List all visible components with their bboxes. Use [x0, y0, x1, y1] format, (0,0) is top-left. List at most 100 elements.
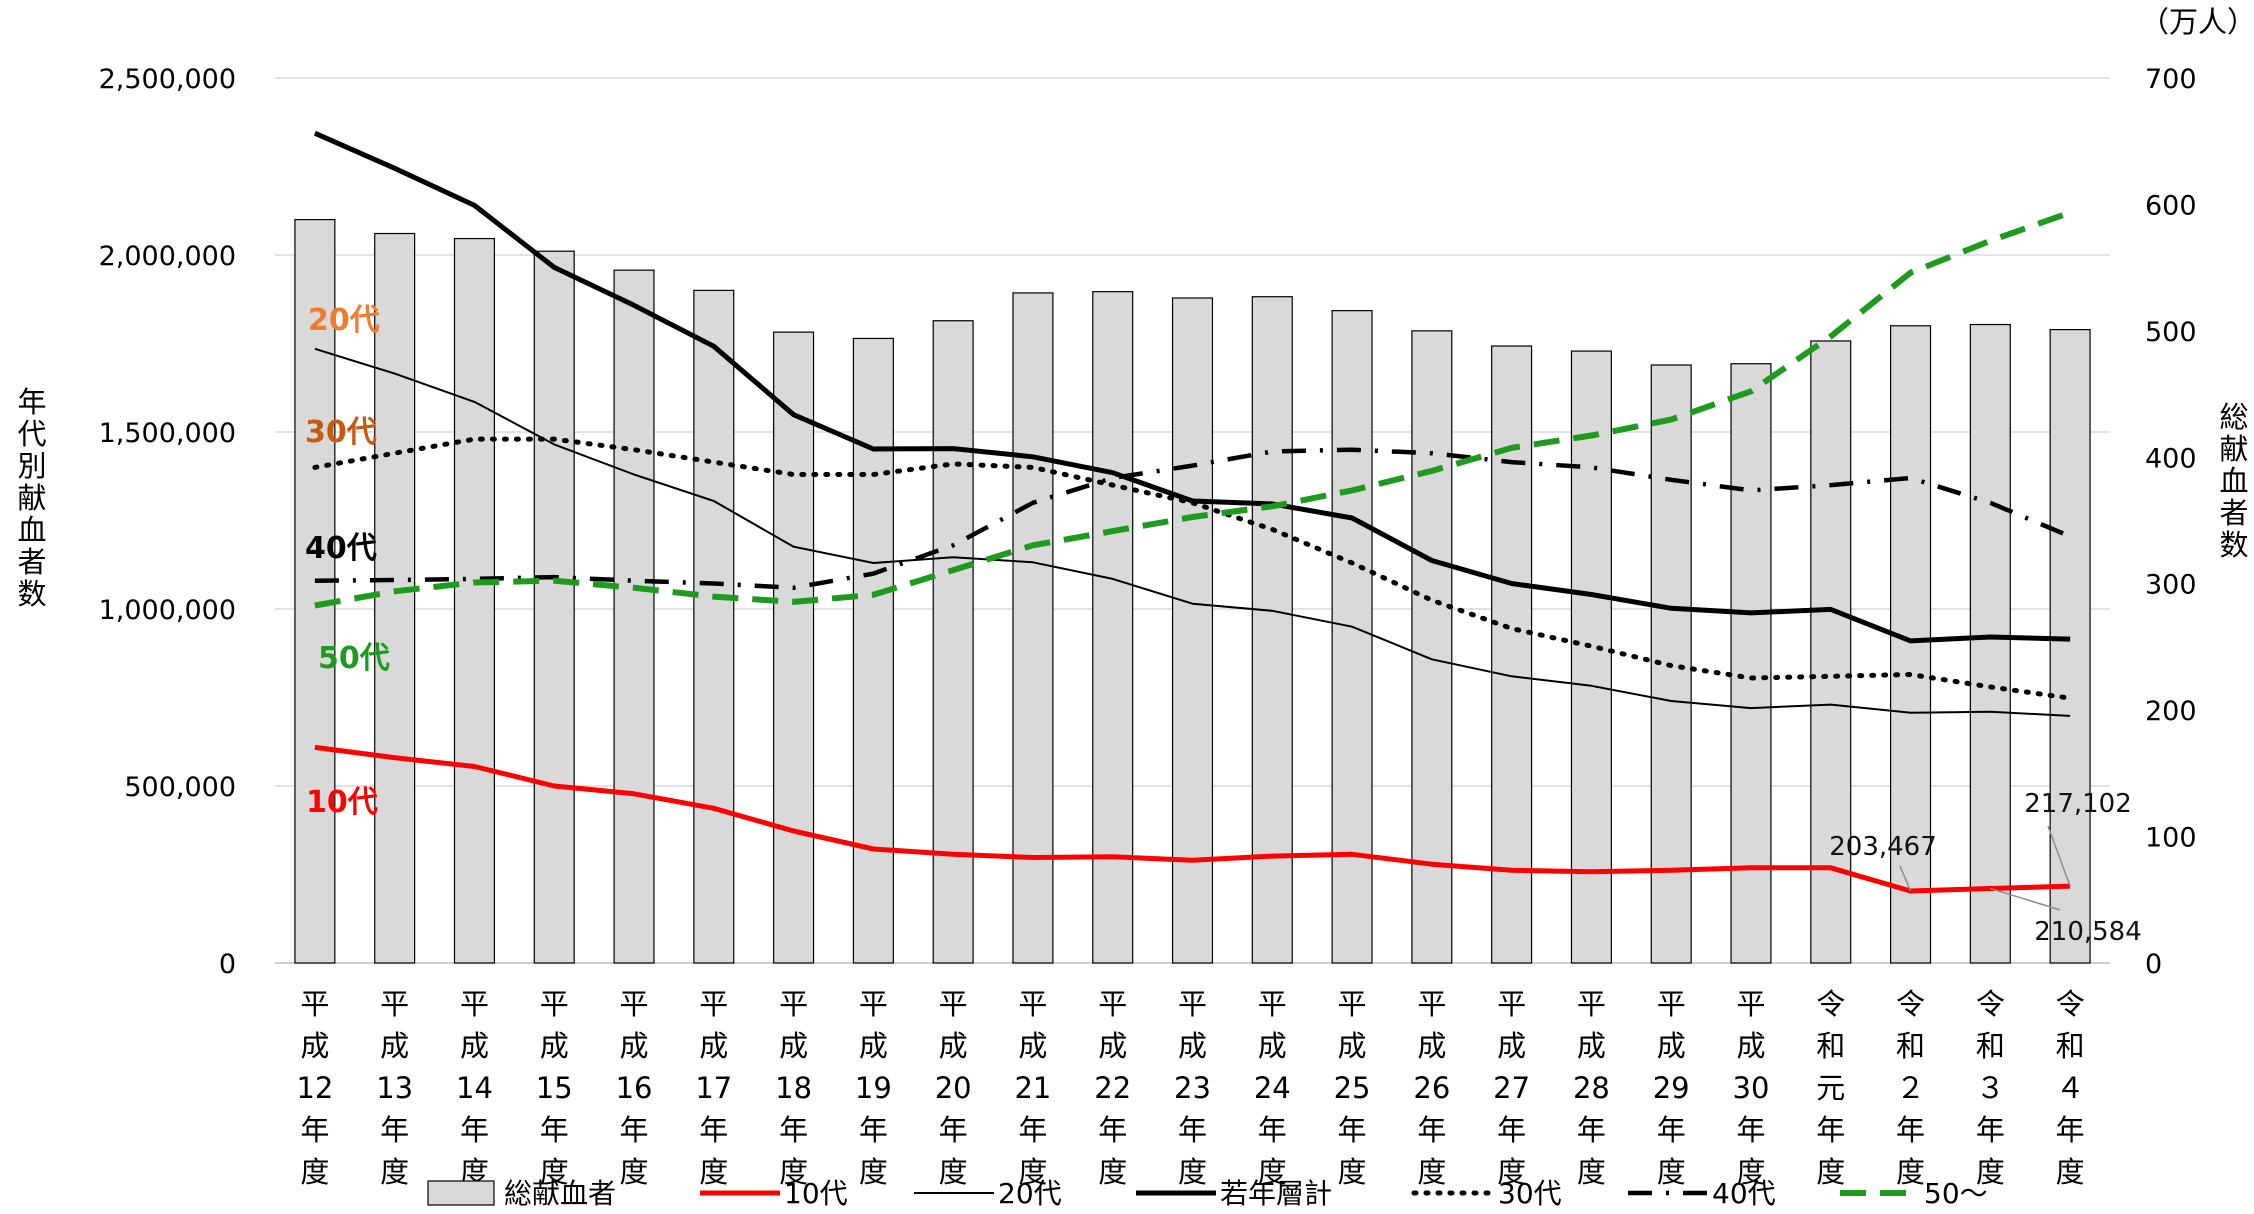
svg-text:40代: 40代	[1712, 1177, 1776, 1210]
line-10代	[314, 744, 2071, 894]
svg-text:年: 年	[460, 1113, 489, 1147]
right-tick-label: 100	[2145, 823, 2197, 854]
svg-text:年: 年	[1417, 1113, 1446, 1147]
svg-text:度: 度	[939, 1155, 968, 1189]
leader-line	[1899, 865, 1912, 892]
x-category-label: 令和 ２ 年度	[1896, 987, 1925, 1189]
svg-text:年: 年	[1338, 1113, 1367, 1147]
bar-total-donors	[294, 219, 336, 964]
svg-text:令: 令	[2056, 987, 2085, 1021]
svg-text:度: 度	[779, 1155, 808, 1189]
line-40代	[314, 447, 2071, 591]
svg-text:年: 年	[620, 1113, 649, 1147]
x-category-label: 平成 25 年度	[1334, 987, 1371, 1189]
svg-text:３: ３	[1976, 1071, 2005, 1105]
svg-text:和: 和	[2056, 1029, 2085, 1063]
legend-item: 総献血者	[427, 1177, 616, 1210]
legend-item: 40代	[1628, 1177, 1776, 1210]
x-category-label: 平成 24 年度	[1254, 987, 1291, 1189]
x-category-label: 平成 16 年度	[616, 987, 653, 1189]
svg-text:別: 別	[17, 449, 46, 483]
svg-text:平: 平	[1736, 987, 1765, 1021]
svg-text:度: 度	[620, 1155, 649, 1189]
svg-text:令: 令	[1896, 987, 1925, 1021]
svg-text:和: 和	[1816, 1029, 1845, 1063]
svg-text:18: 18	[775, 1071, 812, 1105]
svg-text:平: 平	[1098, 987, 1127, 1021]
svg-text:10代: 10代	[784, 1177, 848, 1210]
annotation-20代: 20代	[308, 303, 380, 338]
svg-text:年: 年	[1098, 1113, 1127, 1147]
svg-text:27: 27	[1493, 1071, 1530, 1105]
leader-line	[2047, 825, 2071, 887]
legend-item: 50～	[1840, 1177, 1988, 1210]
svg-text:30: 30	[1733, 1071, 1770, 1105]
svg-text:22: 22	[1094, 1071, 1131, 1105]
svg-text:度: 度	[1896, 1155, 1925, 1189]
svg-text:平: 平	[699, 987, 728, 1021]
svg-text:数: 数	[17, 577, 46, 611]
bar-series-total-donors	[294, 219, 2091, 964]
leader-line	[1990, 887, 2061, 911]
svg-text:度: 度	[2056, 1155, 2085, 1189]
svg-text:数: 数	[2219, 528, 2248, 562]
x-category-label: 平成 28 年度	[1573, 987, 1610, 1189]
svg-text:年: 年	[1657, 1113, 1686, 1147]
svg-text:献: 献	[2219, 432, 2248, 466]
svg-text:度: 度	[1178, 1155, 1207, 1189]
svg-text:年: 年	[17, 385, 46, 419]
x-category-label: 令和 ３ 年度	[1976, 987, 2005, 1189]
bar-total-donors	[374, 232, 416, 964]
annotation-50代: 50代	[318, 641, 390, 676]
bar-total-donors	[1092, 291, 1134, 964]
svg-text:平: 平	[1657, 987, 1686, 1021]
svg-text:元: 元	[1816, 1071, 1845, 1105]
x-category-label: 平成 27 年度	[1493, 987, 1530, 1189]
svg-text:度: 度	[1018, 1155, 1047, 1189]
svg-text:度: 度	[380, 1155, 409, 1189]
svg-text:度: 度	[540, 1155, 569, 1189]
svg-text:平: 平	[1338, 987, 1367, 1021]
svg-text:度: 度	[1736, 1155, 1765, 1189]
svg-text:度: 度	[1577, 1155, 1606, 1189]
x-category-label: 平成 12 年度	[296, 987, 333, 1189]
svg-text:年: 年	[779, 1113, 808, 1147]
svg-text:14: 14	[456, 1071, 493, 1105]
svg-text:年: 年	[1736, 1113, 1765, 1147]
right-tick-label: 300	[2145, 570, 2197, 601]
svg-text:度: 度	[1976, 1155, 2005, 1189]
x-category-label: 平成 26 年度	[1413, 987, 1450, 1189]
right-tick-label: 0	[2145, 949, 2162, 980]
svg-text:平: 平	[1178, 987, 1207, 1021]
bar-total-donors	[453, 237, 496, 964]
bar-total-donors	[1251, 296, 1293, 964]
svg-text:年: 年	[1896, 1113, 1925, 1147]
legend-item: 10代	[700, 1177, 848, 1210]
line-30代	[312, 436, 2073, 701]
left-tick-label: 500,000	[124, 772, 236, 803]
x-category-label: 令和 ４ 年度	[2056, 987, 2085, 1189]
svg-text:成: 成	[380, 1029, 409, 1063]
svg-text:19: 19	[855, 1071, 892, 1105]
data-label: 203,467	[1829, 832, 1937, 862]
bar-total-donors	[1411, 330, 1453, 964]
x-category-label: 平成 18 年度	[775, 987, 812, 1189]
x-category-label: 平成 17 年度	[695, 987, 732, 1189]
svg-text:24: 24	[1254, 1071, 1291, 1105]
svg-text:50～: 50～	[1924, 1177, 1988, 1210]
legend: 総献血者 10代 20代 若年層計 30代 40代 50～	[427, 1177, 1988, 1210]
svg-text:成: 成	[300, 1029, 329, 1063]
data-label: 210,584	[2034, 917, 2142, 947]
svg-text:17: 17	[695, 1071, 732, 1105]
svg-text:年: 年	[1577, 1113, 1606, 1147]
x-category-label: 平成 22 年度	[1094, 987, 1131, 1189]
svg-text:成: 成	[1577, 1029, 1606, 1063]
x-category-label: 平成 29 年度	[1653, 987, 1690, 1189]
bar-total-donors	[2049, 328, 2091, 964]
svg-text:血: 血	[17, 513, 46, 547]
svg-text:令: 令	[1976, 987, 2005, 1021]
svg-text:23: 23	[1174, 1071, 1211, 1105]
left-axis-ticks: 0 500,000 1,000,000 1,500,000 2,000,000 2,500…	[99, 64, 236, 980]
svg-text:４: ４	[2056, 1071, 2085, 1105]
